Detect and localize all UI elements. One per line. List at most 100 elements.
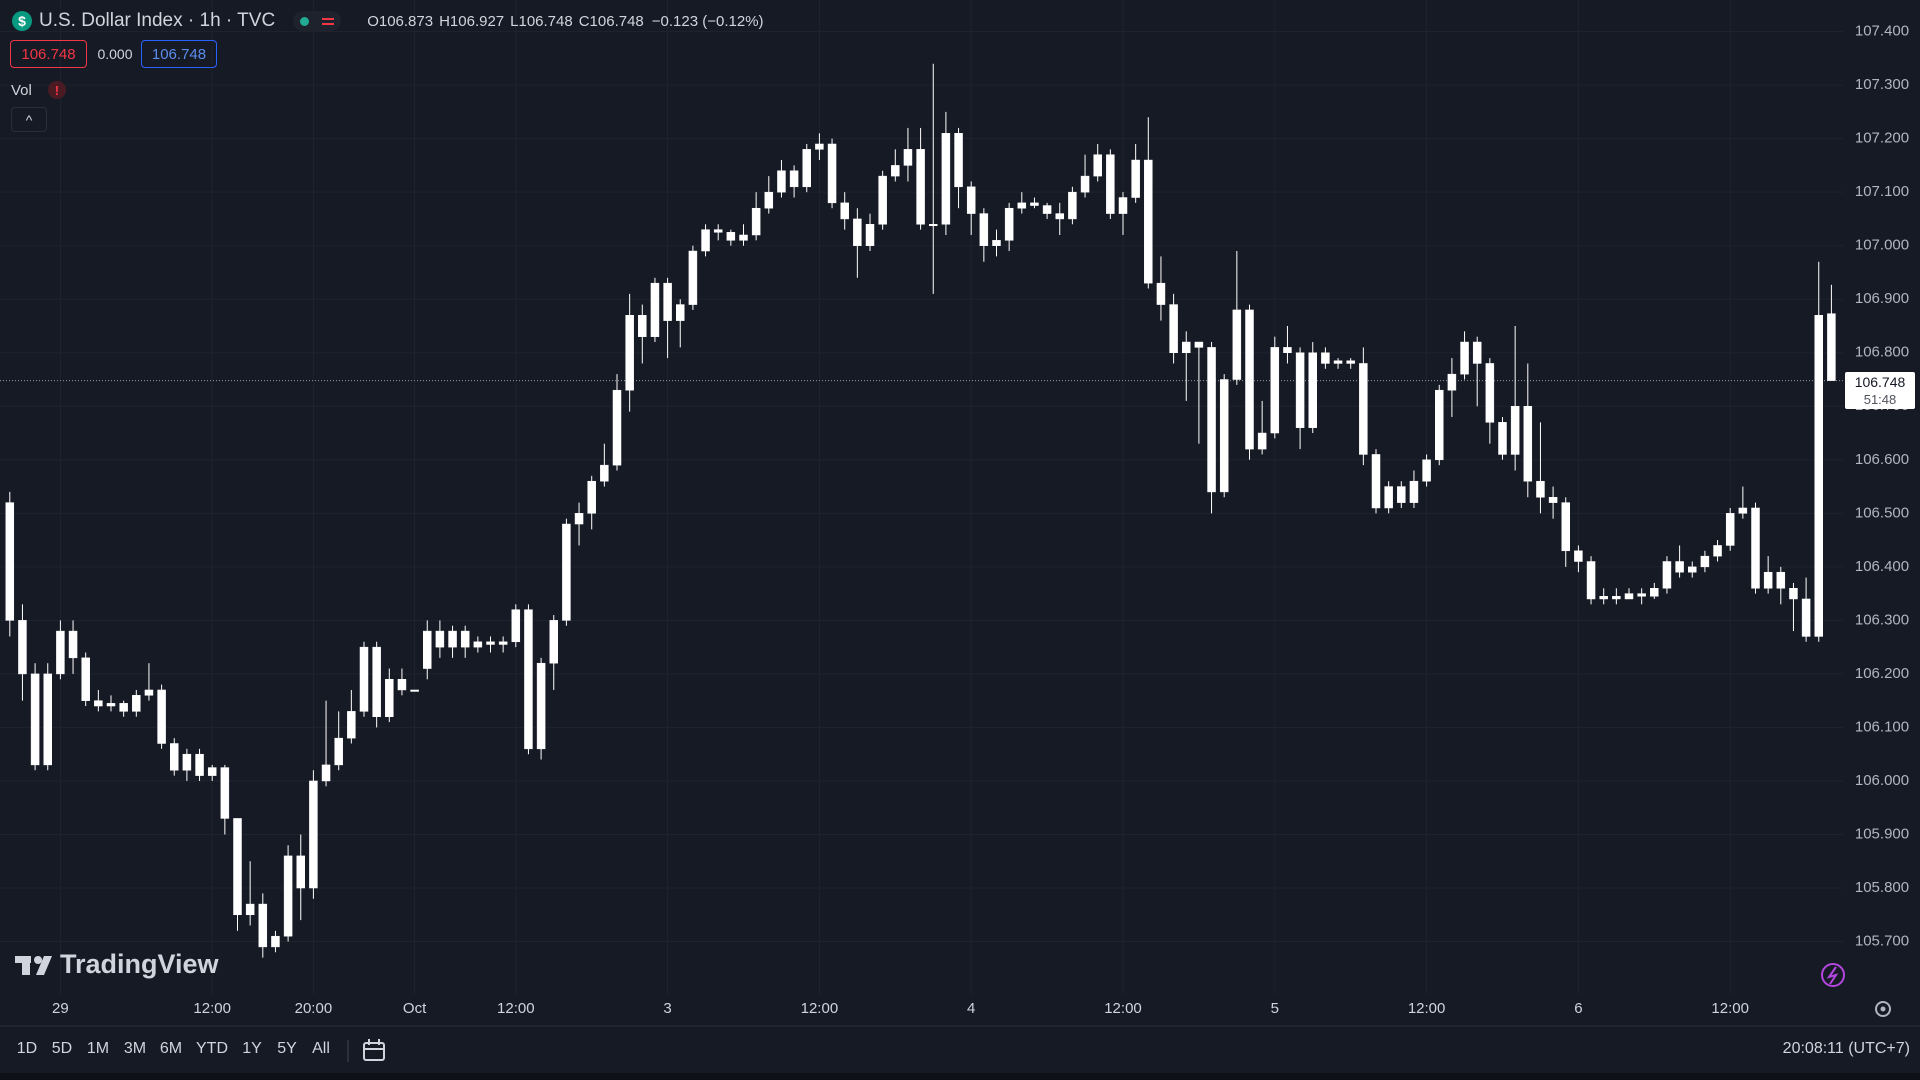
candle-body [574,513,584,525]
volume-label[interactable]: Vol [11,81,32,99]
collapse-button[interactable]: ^ [11,107,47,132]
symbol-title[interactable]: U.S. Dollar Index · 1h · TVC [39,10,276,31]
candle-body [30,673,40,766]
range-button[interactable]: 3M [123,1040,147,1057]
settings-dot [1880,1006,1886,1012]
range-button[interactable]: 5Y [277,1040,297,1057]
spread: 0.000 [97,46,133,62]
candle-body [1460,341,1469,375]
candle-body [840,202,849,220]
candle-body [486,641,495,645]
candle-body [1751,507,1760,589]
candle-body [524,609,533,750]
candle-body [18,620,27,675]
x-tick-label: 5 [1271,1000,1279,1017]
candle-body [1574,550,1583,562]
candle-body [1219,379,1229,493]
clock[interactable]: 20:08:11 (UTC+7) [1782,1040,1910,1057]
candle-body [220,767,230,819]
candle-body [1384,486,1393,509]
candle-body [1700,555,1710,568]
candle-body [245,903,255,916]
y-tick-label: 106.600 [1855,451,1909,468]
candle-body [119,703,128,712]
calendar-icon[interactable] [363,1039,385,1061]
candle-body [827,143,837,204]
candle-body [1321,352,1330,364]
candle-body [1738,507,1748,514]
candle-body [1523,406,1533,482]
candle-body [1536,480,1545,498]
candle-body [891,165,900,177]
candle-body [132,695,141,712]
candle-body [1156,282,1166,305]
candle-body [1106,154,1115,214]
candle-body [1485,363,1495,423]
bid-box[interactable]: 106.748 [10,40,87,68]
candle-body [1662,561,1672,589]
grid: 105.700 105.800 105.900 106.000 106.100 106.2… [0,22,1910,1017]
candle-body [1042,205,1052,214]
candle-body [1586,561,1596,600]
candle-body [1257,432,1267,450]
candle-body [625,315,634,391]
candle-body [966,186,976,214]
y-tick-label: 106.100 [1855,718,1909,735]
range-button[interactable]: 6M [159,1040,183,1057]
candle-body [157,689,166,744]
candle-body [94,700,103,707]
symbol-icon: $ [12,11,32,31]
candle-body [258,903,268,948]
candle-body [182,753,192,771]
y-tick-label: 105.700 [1855,933,1909,950]
candle-body [207,767,217,776]
candle-body [853,218,862,246]
candle-body [1017,202,1027,209]
range-button[interactable]: YTD [196,1040,228,1057]
candle-body [726,232,736,241]
ohlc-low: L106.748 [510,12,573,30]
volume-warning[interactable]: ! [47,81,66,99]
candle-body [992,240,1001,246]
candle-body [1295,352,1305,428]
candle-body [1245,309,1254,450]
candle-body [1725,513,1735,546]
range-button[interactable]: All [312,1040,330,1057]
range-button[interactable]: 1D [16,1040,38,1057]
y-tick-label: 106.200 [1855,665,1909,682]
x-tick-label: Oct [403,1000,427,1017]
candle-body [562,523,571,621]
candle-body [903,149,913,166]
candle-body [1498,422,1507,455]
range-button[interactable]: 5D [51,1040,73,1057]
x-tick-label: 6 [1574,1000,1582,1017]
watermark-logo [15,956,52,975]
x-tick-label: 12:00 [1711,1000,1749,1017]
candle-body [676,304,685,321]
candle-body [1093,154,1102,177]
ask-box[interactable]: 106.748 [141,40,217,68]
y-tick-label: 105.900 [1855,825,1909,842]
settings-icon[interactable] [1875,1001,1891,1017]
range-button[interactable]: 1Y [242,1040,262,1057]
candle-body [435,630,445,648]
candle-body [5,502,15,621]
ohlc-open: O106.873 [367,12,434,30]
y-tick-label: 106.900 [1855,290,1909,307]
y-tick-label: 106.300 [1855,611,1909,628]
candle-body [1472,341,1482,364]
candle-body [536,662,546,750]
candle-body [650,282,660,337]
candle-body [1232,309,1242,380]
y-tick-label: 107.200 [1855,130,1909,147]
lightning-icon[interactable] [1821,963,1845,987]
market-status[interactable] [293,11,342,31]
candle-body [347,711,356,739]
candle-body [1359,363,1368,455]
y-tick-label: 106.800 [1855,344,1909,361]
range-button[interactable]: 1M [86,1040,110,1057]
candle-body [1030,202,1039,206]
candle-body [941,133,951,225]
